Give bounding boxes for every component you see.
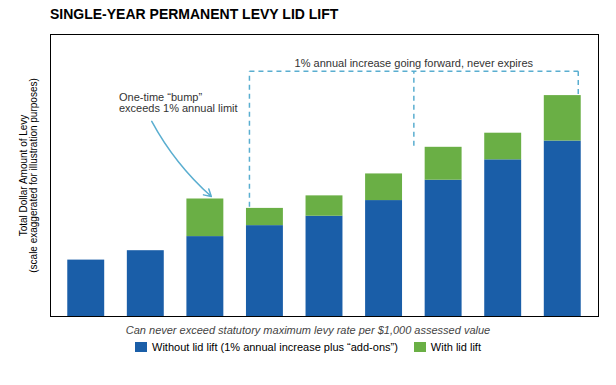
html-text:Without lid lift (1% annual in: Without lid lift (1% annual increase plu… bbox=[152, 341, 398, 353]
html-text:With lid lift: With lid lift bbox=[430, 341, 481, 353]
html-text:Can never exceed statutory max: Can never exceed statutory maximum levy … bbox=[125, 324, 491, 336]
svg-text:1% annual increase going forwa: 1% annual increase going forward, never … bbox=[295, 57, 534, 69]
svg-text:One-time “bump”exceeds 1% annu: One-time “bump”exceeds 1% annual limit bbox=[119, 91, 238, 114]
svg-text:Total Dollar Amount of Levy(sc: Total Dollar Amount of Levy(scale exagge… bbox=[18, 78, 39, 273]
html-text:SINGLE-YEAR PERMANENT LEVY LID: SINGLE-YEAR PERMANENT LEVY LID LIFT bbox=[50, 6, 339, 22]
